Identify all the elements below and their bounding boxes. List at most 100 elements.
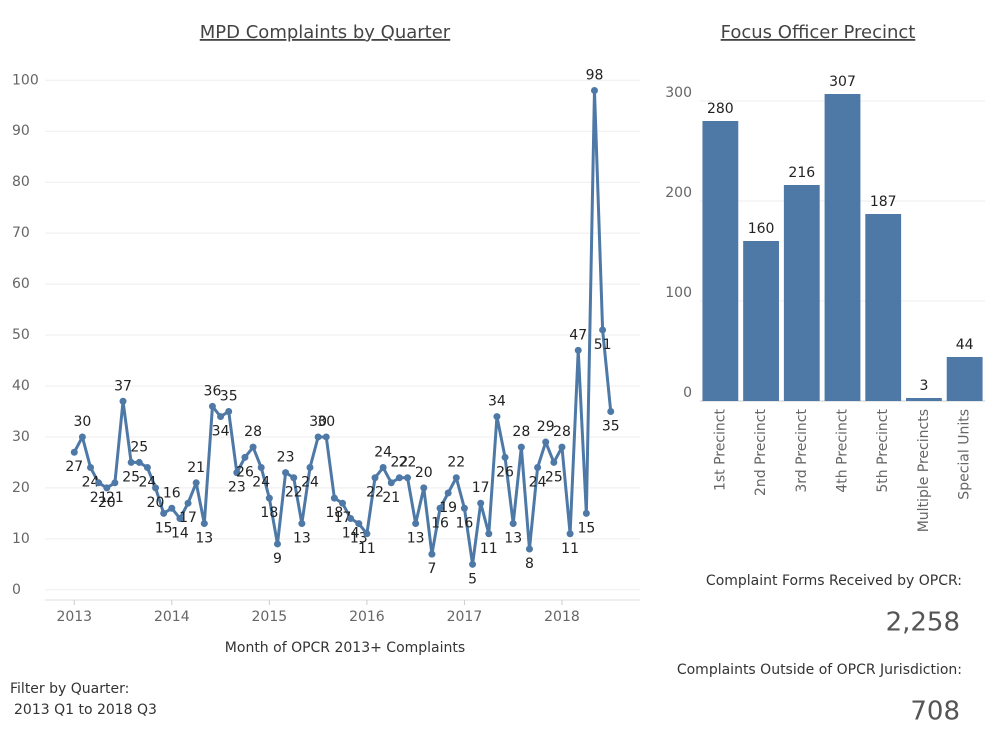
data-label: 44 [956,337,974,353]
data-label: 25 [122,469,140,485]
data-label: 30 [73,414,91,430]
data-label: 20 [415,465,433,481]
data-label: 20 [147,495,165,511]
data-label: 24 [301,475,319,491]
y-tick-label: 50 [12,327,30,343]
x-tick-label: Multiple Precincts [916,409,932,532]
point [444,489,452,497]
data-label: 14 [171,525,189,541]
point [509,520,517,528]
data-label: 22 [447,455,465,471]
point [428,550,436,558]
data-label: 24 [374,445,392,461]
x-tick-label: 5th Precinct [875,408,891,492]
filter-label: Filter by Quarter: [10,681,129,697]
point [363,530,371,538]
data-label: 3 [919,378,928,394]
point [534,464,542,472]
point [347,514,355,522]
data-label: 13 [504,531,522,547]
point [607,407,615,415]
x-tick-label: 2017 [447,609,483,625]
data-label: 25 [545,469,563,485]
point [135,458,143,466]
x-tick-label: 2015 [252,609,288,625]
point [558,443,566,451]
point [282,469,290,477]
data-label: 13 [407,531,425,547]
data-label: 17 [334,510,352,526]
data-label: 13 [195,531,213,547]
point [192,479,200,487]
data-label: 14 [342,525,360,541]
data-label: 280 [707,101,734,117]
data-label: 34 [212,424,230,440]
point [208,402,216,410]
bar [906,398,942,401]
data-label: 30 [309,414,327,430]
y-tick-label: 70 [12,225,30,241]
point [87,464,95,472]
data-label: 17 [472,480,490,496]
data-label: 15 [155,520,173,536]
point [249,443,257,451]
point [339,499,346,507]
point [78,433,86,441]
data-label: 21 [382,490,400,506]
point [143,464,151,472]
point [371,474,379,482]
point [379,464,387,472]
data-label: 21 [106,490,124,506]
y-tick-label: 20 [12,480,30,496]
data-label: 24 [252,475,270,491]
data-label: 24 [139,475,157,491]
data-label: 26 [496,464,514,480]
kpi-label: Complaints Outside of OPCR Jurisdiction: [677,662,962,678]
data-label: 187 [870,194,897,210]
point [217,413,225,421]
point [103,484,111,492]
point [355,520,363,528]
point [314,433,322,441]
y-tick-label: 30 [12,429,30,445]
point [542,438,550,446]
data-label: 28 [244,424,262,440]
bar [702,121,739,401]
data-label: 16 [456,515,474,531]
point [265,494,273,502]
data-label: 15 [577,520,595,536]
data-label: 27 [65,459,83,475]
data-label: 11 [480,541,498,557]
data-label: 24 [82,475,100,491]
data-label: 21 [90,490,108,506]
point [273,540,281,548]
data-label: 8 [525,556,534,572]
data-label: 35 [220,388,238,404]
bar [946,357,983,401]
point [111,479,119,487]
data-label: 22 [285,485,303,501]
kpi-label: Complaint Forms Received by OPCR: [706,573,962,589]
point [184,499,192,507]
data-label: 9 [273,551,282,567]
bar [743,241,779,401]
point [241,453,249,461]
data-label: 23 [277,450,295,466]
filter-value: 2013 Q1 to 2018 Q3 [14,702,157,718]
point [290,474,298,482]
data-label: 5 [468,571,477,587]
point [322,433,330,441]
bar-title: Focus Officer Precinct [721,22,916,43]
point [298,520,306,528]
data-label: 22 [366,485,384,501]
point [550,458,558,466]
x-tick-label: 3rd Precinct [794,409,810,493]
x-axis-label: Month of OPCR 2013+ Complaints [225,640,465,656]
x-tick-label: Special Units [957,409,973,500]
data-label: 51 [594,337,612,353]
x-tick-label: 4th Precinct [835,408,851,492]
data-label: 216 [788,165,815,181]
y-tick-label: 0 [12,582,21,598]
data-label: 36 [204,383,222,399]
